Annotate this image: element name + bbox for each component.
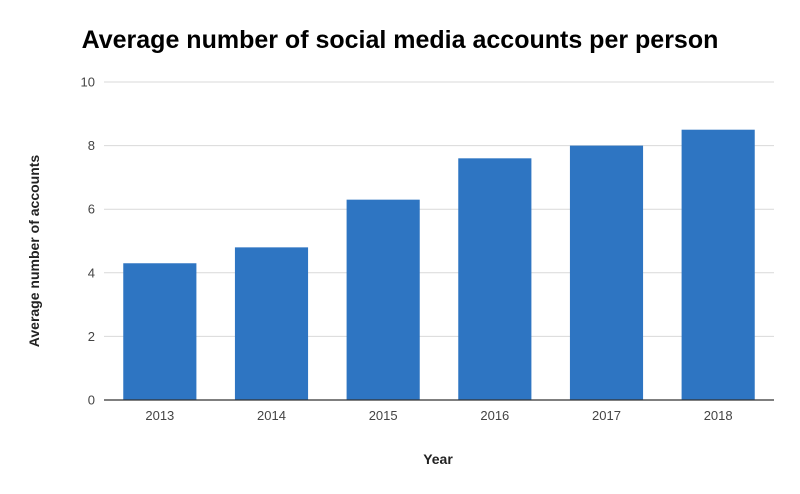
x-tick-label-2013: 2013 (145, 408, 174, 423)
x-tick-label-2014: 2014 (257, 408, 286, 423)
gridlines (104, 81, 774, 337)
y-axis-label: Average number of accounts (26, 154, 42, 348)
x-tick-label-2016: 2016 (480, 408, 509, 423)
y-tick-label-0: 0 (88, 393, 95, 408)
tick-labels: 0 2 4 6 8 10 2013 2014 2015 2016 2017 2018 (81, 75, 733, 424)
bar-2013 (123, 263, 197, 400)
x-tick-label-2017: 2017 (592, 408, 621, 423)
y-tick-label-10: 10 (81, 75, 95, 90)
bars (123, 129, 755, 400)
bar-2014 (234, 247, 309, 400)
y-tick-label-6: 6 (88, 202, 95, 217)
x-tick-label-2015: 2015 (369, 408, 398, 423)
chart-title: Average number of social media accounts … (81, 26, 719, 54)
x-axis-label: Year (423, 451, 453, 467)
y-tick-label-4: 4 (88, 265, 95, 280)
bar-2018 (681, 129, 755, 400)
bar-2017 (569, 145, 644, 400)
y-tick-label-2: 2 (88, 329, 95, 344)
x-tick-label-2018: 2018 (704, 408, 733, 423)
bar-2016 (458, 158, 532, 400)
bar-2015 (346, 199, 420, 400)
y-tick-label-8: 8 (88, 138, 95, 153)
